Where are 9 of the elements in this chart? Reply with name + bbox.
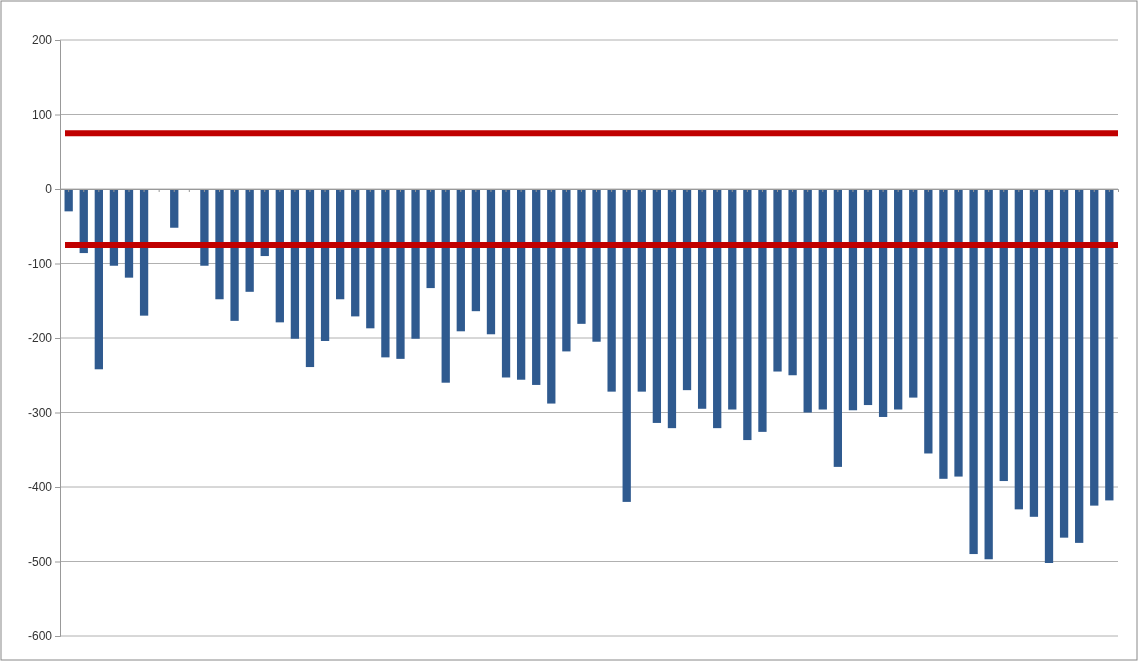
y-tick-label: -200 [27, 331, 53, 346]
y-tick-label: 100 [31, 107, 53, 122]
y-tick-label: 0 [45, 182, 53, 197]
y-tick-label: -400 [27, 480, 53, 495]
y-tick-label: -500 [27, 554, 53, 569]
y-tick-label: -600 [27, 629, 53, 644]
y-tick-label: 200 [31, 33, 53, 48]
y-tick-label: -300 [27, 405, 53, 420]
y-tick-label: -100 [27, 256, 53, 271]
